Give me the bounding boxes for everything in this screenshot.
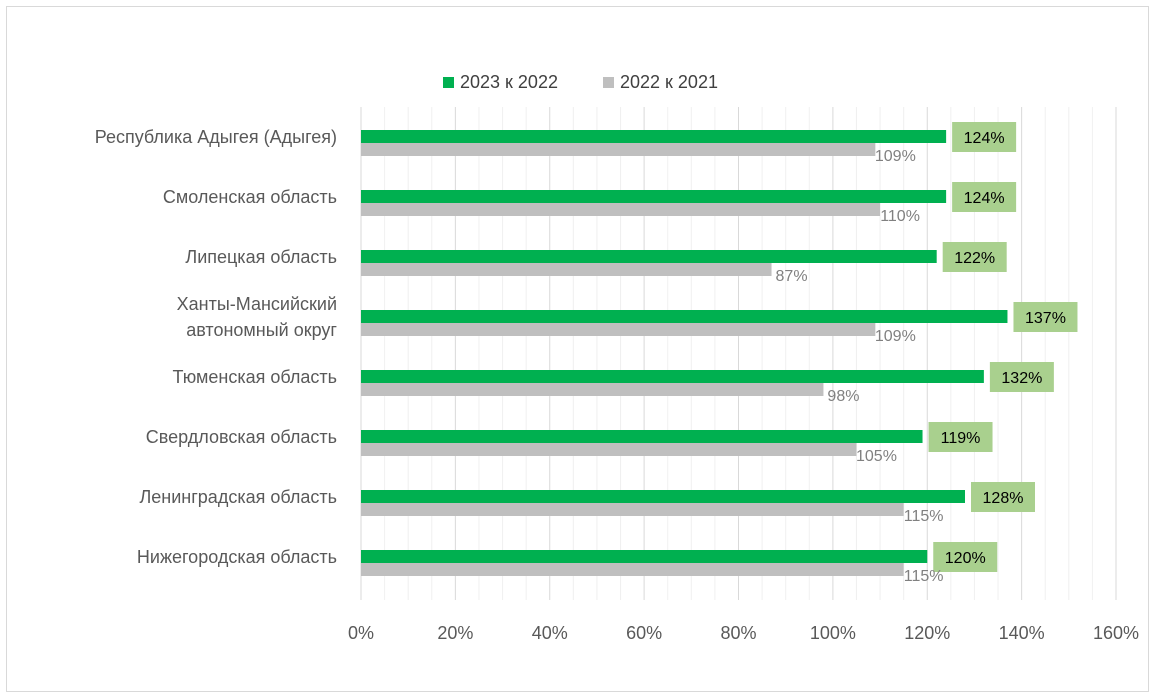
data-label-box-2023 — [971, 482, 1035, 512]
x-tick-label: 60% — [626, 623, 662, 643]
data-label-2023: 119% — [941, 430, 981, 447]
bar-2023 — [361, 430, 923, 443]
data-label-2022: 87% — [776, 268, 808, 285]
x-tick-label: 0% — [348, 623, 374, 643]
bar-2023 — [361, 250, 937, 263]
bar-2023 — [361, 310, 1008, 323]
category-label: Смоленская область — [163, 187, 337, 207]
bar-2022 — [361, 503, 904, 516]
category-label: Липецкая область — [185, 247, 337, 267]
data-label-2023: 124% — [964, 190, 1005, 207]
gridlines — [360, 107, 1117, 600]
data-label-2023: 128% — [983, 490, 1024, 507]
data-label-2023: 122% — [954, 250, 995, 267]
bar-2023 — [361, 130, 947, 143]
legend: 2023 к 2022 2022 к 2021 — [443, 72, 718, 92]
data-label-box-2023 — [952, 182, 1017, 212]
data-label-2022: 109% — [875, 328, 916, 345]
bar-2023 — [361, 490, 965, 503]
legend-swatch-2023 — [443, 77, 454, 88]
data-label-2023: 120% — [945, 550, 986, 567]
bar-2022 — [361, 443, 857, 456]
bar-2022 — [361, 383, 824, 396]
category-label: Ханты-Мансийский — [177, 294, 337, 314]
data-labels: 124% 109% 124% 110% 122% 87% 137% 109% 132% 98% 11… — [776, 122, 1078, 585]
bar-2022 — [361, 143, 876, 156]
category-label: Нижегородская область — [137, 547, 337, 567]
data-label-box-2023 — [1013, 302, 1078, 332]
bar-2022 — [361, 563, 904, 576]
category-label: Ленинградская область — [139, 487, 337, 507]
data-label-2023: 124% — [964, 130, 1005, 147]
x-tick-label: 160% — [1093, 623, 1139, 643]
bar-2023 — [361, 370, 984, 383]
data-label-box-2023 — [989, 362, 1054, 392]
bar-chart: 124% 109% 124% 110% 122% 87% 137% 109% 132% 98% 11… — [95, 72, 1139, 643]
bars — [361, 130, 1008, 576]
bar-2023 — [361, 550, 928, 563]
data-label-2023: 132% — [1001, 370, 1042, 387]
chart-frame: 124% 109% 124% 110% 122% 87% 137% 109% 132% 98% 11… — [6, 6, 1149, 692]
data-label-2022: 110% — [880, 208, 920, 225]
data-label-2022: 109% — [875, 148, 916, 165]
bar-2022 — [361, 263, 772, 276]
x-tick-label: 140% — [999, 623, 1045, 643]
category-label: Тюменская область — [172, 367, 337, 387]
category-label: автономный округ — [186, 320, 337, 340]
x-tick-label: 80% — [720, 623, 756, 643]
category-label: Свердловская область — [146, 427, 337, 447]
legend-label-2022: 2022 к 2021 — [620, 72, 718, 92]
data-label-2022: 115% — [904, 568, 944, 585]
x-tick-label: 100% — [810, 623, 856, 643]
category-labels: Республика Адыгея (Адыгея) Смоленская обл… — [95, 127, 338, 567]
bar-2022 — [361, 203, 881, 216]
bar-2022 — [361, 323, 876, 336]
x-axis-tick-labels: 0% 20% 40% 60% 80% 100% 120% 140% 160% — [348, 623, 1139, 643]
data-label-2022: 98% — [827, 388, 859, 405]
data-label-2023: 137% — [1025, 310, 1066, 327]
data-label-2022: 105% — [856, 448, 897, 465]
data-label-2022: 115% — [904, 508, 944, 525]
bar-2023 — [361, 190, 947, 203]
data-label-box-2023 — [933, 542, 998, 572]
legend-swatch-2022 — [603, 77, 614, 88]
data-label-box-2023 — [928, 422, 993, 452]
x-tick-label: 120% — [904, 623, 950, 643]
category-label: Республика Адыгея (Адыгея) — [95, 127, 337, 147]
data-label-box-2023 — [952, 122, 1017, 152]
data-label-box-2023 — [942, 242, 1007, 272]
x-tick-label: 40% — [532, 623, 568, 643]
legend-label-2023: 2023 к 2022 — [460, 72, 558, 92]
x-tick-label: 20% — [437, 623, 473, 643]
